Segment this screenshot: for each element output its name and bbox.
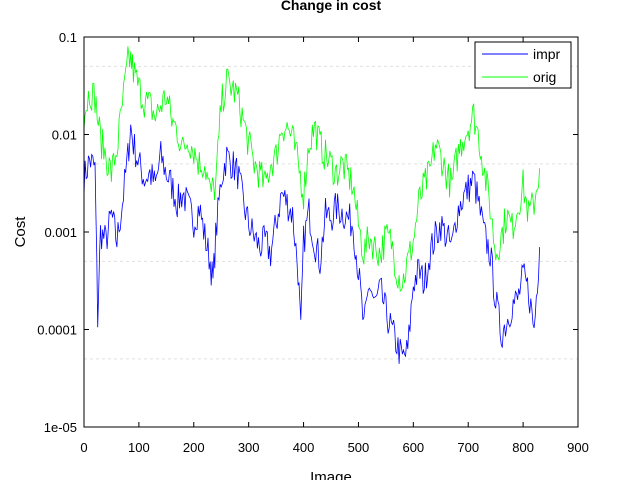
tick-layer: 0 100 200 300 400 500 600 700 800 900 1e-05 0.0001 0…: [37, 30, 589, 455]
x-tick-label: 300: [238, 440, 260, 455]
legend: impr orig: [474, 41, 572, 89]
legend-box: [474, 41, 572, 89]
x-axis-label: Image: [310, 469, 352, 480]
y-tick-label: 0.0001: [37, 323, 77, 338]
y-tick-label: 0.01: [52, 128, 77, 143]
series-layer: [83, 46, 540, 364]
x-tick-label: 400: [293, 440, 315, 455]
x-tick-label: 0: [80, 440, 87, 455]
grid-layer: [84, 65, 578, 360]
y-axis-label: Cost: [12, 216, 29, 248]
x-tick-label: 500: [348, 440, 370, 455]
series-line-impr: [83, 124, 540, 364]
x-tick-label: 700: [457, 440, 479, 455]
y-tick-label: 1e-05: [44, 420, 77, 435]
legend-label-impr: impr: [533, 46, 561, 62]
y-tick-label: 0.001: [44, 225, 77, 240]
x-tick-label: 100: [128, 440, 150, 455]
x-tick-label: 800: [512, 440, 534, 455]
x-tick-label: 200: [183, 440, 205, 455]
x-tick-label: 900: [567, 440, 589, 455]
x-tick-label: 600: [402, 440, 424, 455]
series-line-orig: [83, 46, 540, 293]
legend-label-orig: orig: [533, 69, 556, 85]
y-tick-label: 0.1: [59, 30, 77, 45]
chart-title: Change in cost: [281, 0, 382, 13]
